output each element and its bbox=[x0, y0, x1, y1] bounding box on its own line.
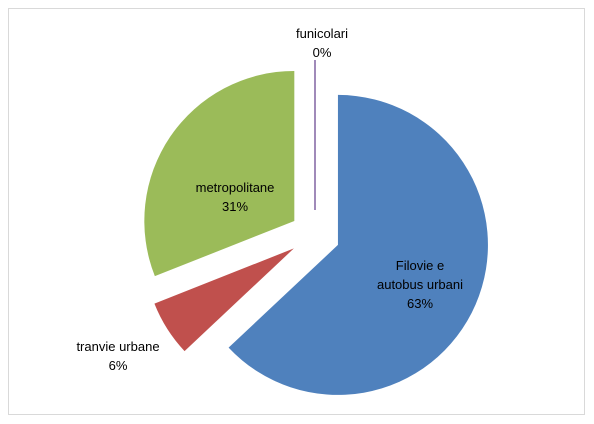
slice-label: funicolari bbox=[295, 26, 349, 41]
slice-value-label: 31% bbox=[221, 199, 249, 214]
slice-value-label: 0% bbox=[312, 45, 332, 60]
pie-slice bbox=[154, 248, 294, 352]
slice-label: tranvie urbane bbox=[76, 339, 160, 354]
slice-label: metropolitane bbox=[195, 180, 275, 195]
slice-value-label: 6% bbox=[108, 358, 128, 373]
pie-slice bbox=[228, 94, 488, 395]
slice-value-label: 63% bbox=[406, 296, 434, 311]
slice-label: Filovie e autobus urbani bbox=[376, 258, 463, 292]
pie-slice bbox=[144, 70, 295, 277]
chart-frame bbox=[8, 8, 585, 415]
